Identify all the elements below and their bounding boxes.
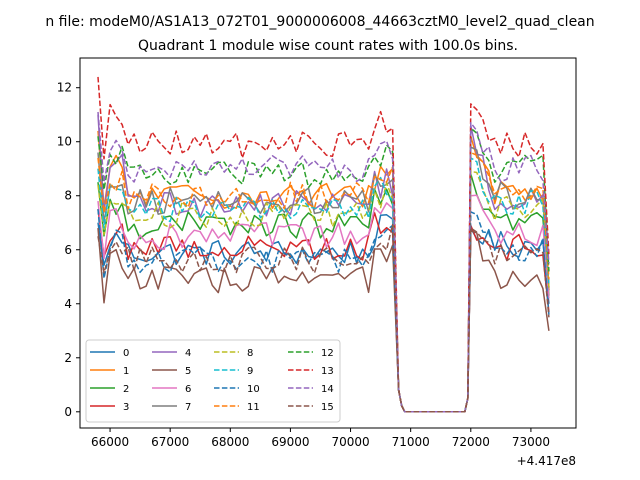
series-line-12: [97, 127, 550, 413]
x-tick-label: 70000: [331, 435, 369, 449]
series-line-9: [97, 157, 550, 413]
x-tick-label: 72000: [452, 435, 490, 449]
x-axis-ticks: 66000 67000 68000 69000 70000 71000 72000 73000: [91, 428, 550, 449]
plot-frame: [79, 57, 577, 429]
y-tick-label: 4: [64, 297, 72, 311]
legend-label: 14: [321, 384, 334, 395]
y-axis-ticks: 0 2 4 6 8 10 12: [57, 81, 80, 419]
x-offset-label: +4.417e8: [517, 454, 576, 468]
legend-label: 0: [123, 348, 129, 359]
figure-suptitle: n file: modeM0/AS1A13_072T01_9000006008_…: [45, 14, 594, 30]
x-tick-label: 71000: [392, 435, 430, 449]
legend-label: 3: [123, 402, 129, 413]
series-line-11: [97, 151, 550, 413]
series-line-5: [97, 228, 550, 413]
legend-label: 10: [247, 384, 260, 395]
y-tick-label: 12: [57, 81, 72, 95]
legend-label: 8: [247, 348, 253, 359]
legend-frame: [85, 339, 341, 423]
legend-label: 1: [123, 366, 129, 377]
y-tick-label: 8: [64, 189, 72, 203]
legend-label: 7: [185, 402, 191, 413]
y-tick-label: 10: [57, 135, 72, 149]
x-tick-label: 66000: [91, 435, 129, 449]
series-line-15: [97, 223, 550, 413]
series-line-14: [97, 111, 550, 413]
y-tick-label: 6: [64, 243, 72, 257]
x-tick-label: 73000: [512, 435, 550, 449]
series-line-7: [97, 146, 550, 413]
chart-title: Quadrant 1 module wise count rates with …: [138, 38, 518, 54]
series-line-6: [97, 194, 550, 413]
y-tick-label: 0: [64, 405, 72, 419]
legend-label: 11: [247, 402, 260, 413]
x-tick-label: 67000: [151, 435, 189, 449]
legend-label: 9: [247, 366, 253, 377]
series-line-8: [97, 170, 550, 413]
series-lines: [97, 76, 550, 413]
legend-label: 15: [321, 402, 334, 413]
series-line-1: [97, 130, 550, 413]
legend-label: 12: [321, 348, 334, 359]
legend-label: 5: [185, 366, 191, 377]
legend-label: 4: [185, 348, 191, 359]
legend-label: 13: [321, 366, 334, 377]
x-tick-label: 69000: [271, 435, 309, 449]
series-line-4: [97, 114, 550, 413]
series-line-10: [97, 209, 550, 413]
series-line-2: [97, 173, 550, 413]
y-tick-label: 2: [64, 351, 72, 365]
legend-label: 2: [123, 384, 129, 395]
legend-label: 6: [185, 384, 191, 395]
series-line-3: [97, 209, 550, 413]
x-tick-label: 68000: [211, 435, 249, 449]
